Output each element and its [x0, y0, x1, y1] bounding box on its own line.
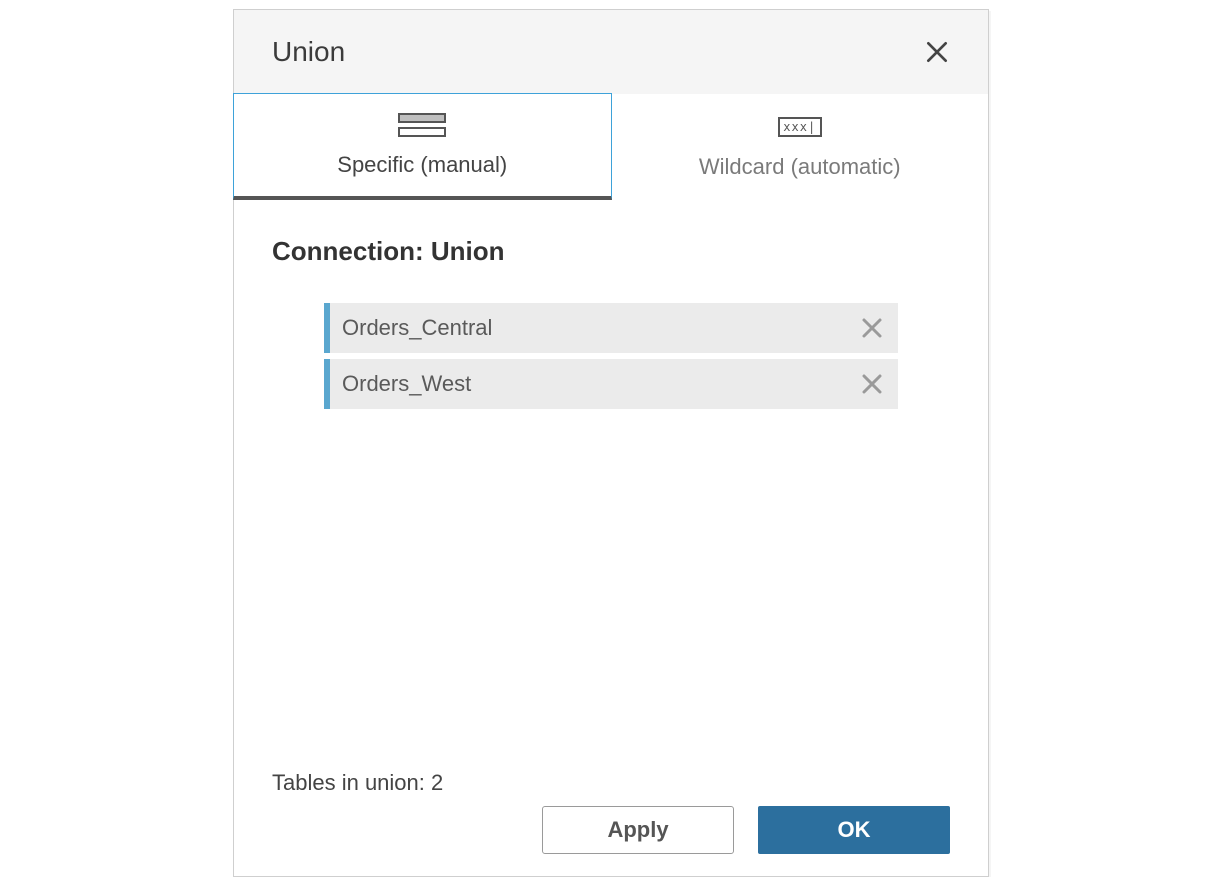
- specific-icon: [398, 112, 446, 138]
- remove-table-icon[interactable]: [860, 372, 884, 396]
- union-dialog: Union Specific (manual) xxx| Wildcard (a…: [233, 9, 989, 877]
- button-row: Apply OK: [272, 806, 950, 854]
- table-list: Orders_Central Orders_West: [272, 303, 950, 409]
- table-row[interactable]: Orders_Central: [324, 303, 898, 353]
- tab-specific[interactable]: Specific (manual): [233, 93, 612, 200]
- connection-heading: Connection: Union: [272, 236, 950, 267]
- wildcard-icon: xxx|: [778, 114, 822, 140]
- titlebar: Union: [234, 10, 988, 94]
- tab-wildcard-label: Wildcard (automatic): [699, 154, 901, 180]
- dialog-body: Connection: Union Orders_Central Orders_…: [234, 200, 988, 409]
- ok-button[interactable]: OK: [758, 806, 950, 854]
- tab-wildcard[interactable]: xxx| Wildcard (automatic): [612, 94, 989, 200]
- table-row[interactable]: Orders_West: [324, 359, 898, 409]
- dialog-footer: Tables in union: 2 Apply OK: [272, 770, 950, 854]
- remove-table-icon[interactable]: [860, 316, 884, 340]
- dialog-title: Union: [272, 36, 345, 68]
- tables-count-label: Tables in union: 2: [272, 770, 950, 796]
- table-name: Orders_Central: [342, 315, 492, 341]
- table-name: Orders_West: [342, 371, 471, 397]
- apply-button[interactable]: Apply: [542, 806, 734, 854]
- close-icon[interactable]: [924, 39, 950, 65]
- tab-specific-label: Specific (manual): [337, 152, 507, 178]
- tab-bar: Specific (manual) xxx| Wildcard (automat…: [234, 94, 988, 200]
